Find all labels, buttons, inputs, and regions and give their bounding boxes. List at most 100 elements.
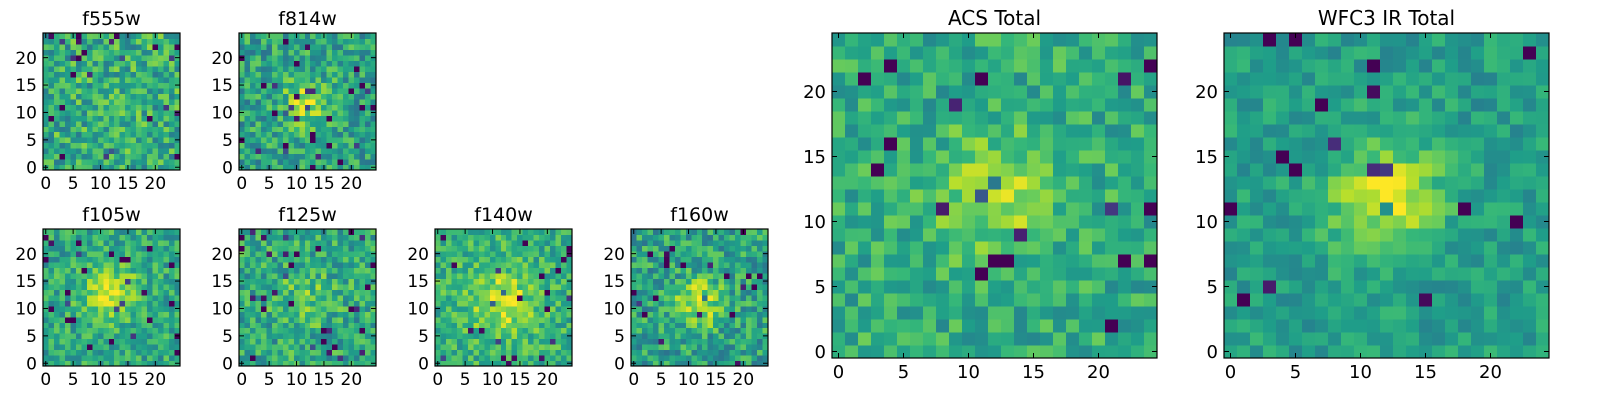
heatmap-cell <box>92 338 99 345</box>
heatmap-cell <box>647 344 654 351</box>
heatmap-cell <box>169 142 176 149</box>
heatmap-cell <box>1014 332 1028 346</box>
heatmap-cell <box>310 65 317 72</box>
heatmap-cell <box>1484 241 1498 255</box>
heatmap-cell <box>266 311 273 318</box>
heatmap-cell <box>277 49 284 56</box>
heatmap-cell <box>75 283 82 290</box>
heatmap-cell <box>631 294 638 301</box>
heatmap-cell <box>566 267 573 274</box>
heatmap-cell <box>130 322 137 329</box>
heatmap-cell <box>348 289 355 296</box>
heatmap-cell <box>70 82 77 89</box>
heatmap-cell <box>249 229 257 236</box>
heatmap-cell <box>718 322 725 329</box>
heatmap-cell <box>473 300 480 307</box>
heatmap-cell <box>249 360 257 367</box>
heatmap-cell <box>332 54 339 61</box>
heatmap-cell <box>354 245 361 252</box>
heatmap-cell <box>271 153 278 160</box>
heatmap-cell <box>1419 332 1433 346</box>
heatmap-cell <box>337 60 344 67</box>
heatmap-cell <box>936 189 950 203</box>
heatmap-cell <box>75 305 82 312</box>
heatmap-cell <box>249 349 257 356</box>
heatmap-cell <box>282 38 289 45</box>
heatmap-cell <box>119 49 126 56</box>
heatmap-cell <box>147 38 154 45</box>
heatmap-cell <box>354 142 361 149</box>
heatmap-cell <box>260 261 267 268</box>
heatmap-cell <box>910 124 924 138</box>
heatmap-cell <box>92 239 99 247</box>
heatmap-cell <box>1250 319 1264 333</box>
heatmap-cell <box>359 104 366 111</box>
heatmap-cell <box>473 344 480 351</box>
heatmap-cell <box>255 338 262 345</box>
heatmap-cell <box>321 256 328 263</box>
heatmap-cell <box>43 153 50 160</box>
heatmap-cell <box>713 272 720 279</box>
heatmap-cell <box>845 241 859 255</box>
heatmap-cell <box>685 344 692 351</box>
heatmap-cell <box>119 349 126 356</box>
heatmap-cell <box>163 33 170 40</box>
heatmap-cell <box>702 333 709 340</box>
heatmap-cell <box>740 311 747 318</box>
heatmap-cell <box>1263 319 1277 333</box>
heatmap-cell <box>1354 202 1368 216</box>
heatmap-cell <box>1458 189 1472 203</box>
heatmap-cell <box>315 153 322 160</box>
heatmap-cell <box>910 332 924 346</box>
heatmap-cell <box>1053 72 1067 86</box>
heatmap-cell <box>884 345 898 359</box>
heatmap-cell <box>456 239 463 247</box>
heatmap-cell <box>260 65 267 72</box>
heatmap-cell <box>696 234 703 241</box>
heatmap-cell <box>1027 293 1041 307</box>
heatmap-cell <box>239 322 246 329</box>
heatmap-cell <box>332 229 339 236</box>
heatmap-cell <box>59 294 66 301</box>
heatmap-cell <box>86 87 93 94</box>
heatmap-cell <box>1040 111 1054 125</box>
heatmap-cell <box>561 278 568 285</box>
heatmap-cell <box>1066 33 1080 47</box>
heatmap-cell <box>1354 319 1368 333</box>
heatmap-cell <box>359 245 366 252</box>
heatmap-cell <box>169 344 176 351</box>
heatmap-cell <box>1458 228 1472 242</box>
heatmap-cell <box>354 327 361 334</box>
heatmap-cell <box>871 293 885 307</box>
heatmap-cell <box>277 327 284 334</box>
heatmap-cell <box>975 46 989 60</box>
heatmap-cell <box>141 54 148 61</box>
heatmap-cell <box>321 349 328 356</box>
heatmap-cell <box>141 261 148 268</box>
heatmap-cell <box>489 283 496 290</box>
heatmap-cell <box>271 71 278 78</box>
heatmap-cell <box>751 333 758 340</box>
heatmap-cell <box>988 215 1002 229</box>
heatmap-cell <box>1458 293 1472 307</box>
heatmap-cell <box>343 71 350 78</box>
heatmap-cell <box>988 59 1002 73</box>
heatmap-cell <box>332 294 339 301</box>
heatmap-cell <box>528 289 535 296</box>
heatmap-cell <box>365 272 372 279</box>
heatmap-cell <box>304 142 311 149</box>
heatmap-cell <box>114 300 121 307</box>
heatmap-cell <box>277 76 284 83</box>
heatmap-cell <box>59 250 66 257</box>
heatmap-cell <box>97 322 104 329</box>
heatmap-cell <box>467 305 474 312</box>
heatmap-cell <box>897 280 911 294</box>
heatmap-cell <box>724 338 731 345</box>
heatmap-cell <box>86 126 93 133</box>
heatmap-cell <box>288 33 295 40</box>
heatmap-cell <box>43 148 50 155</box>
heatmap-cell <box>435 300 442 307</box>
heatmap-cell <box>533 239 540 247</box>
heatmap-cell <box>652 311 659 318</box>
heatmap-cell <box>310 311 317 318</box>
